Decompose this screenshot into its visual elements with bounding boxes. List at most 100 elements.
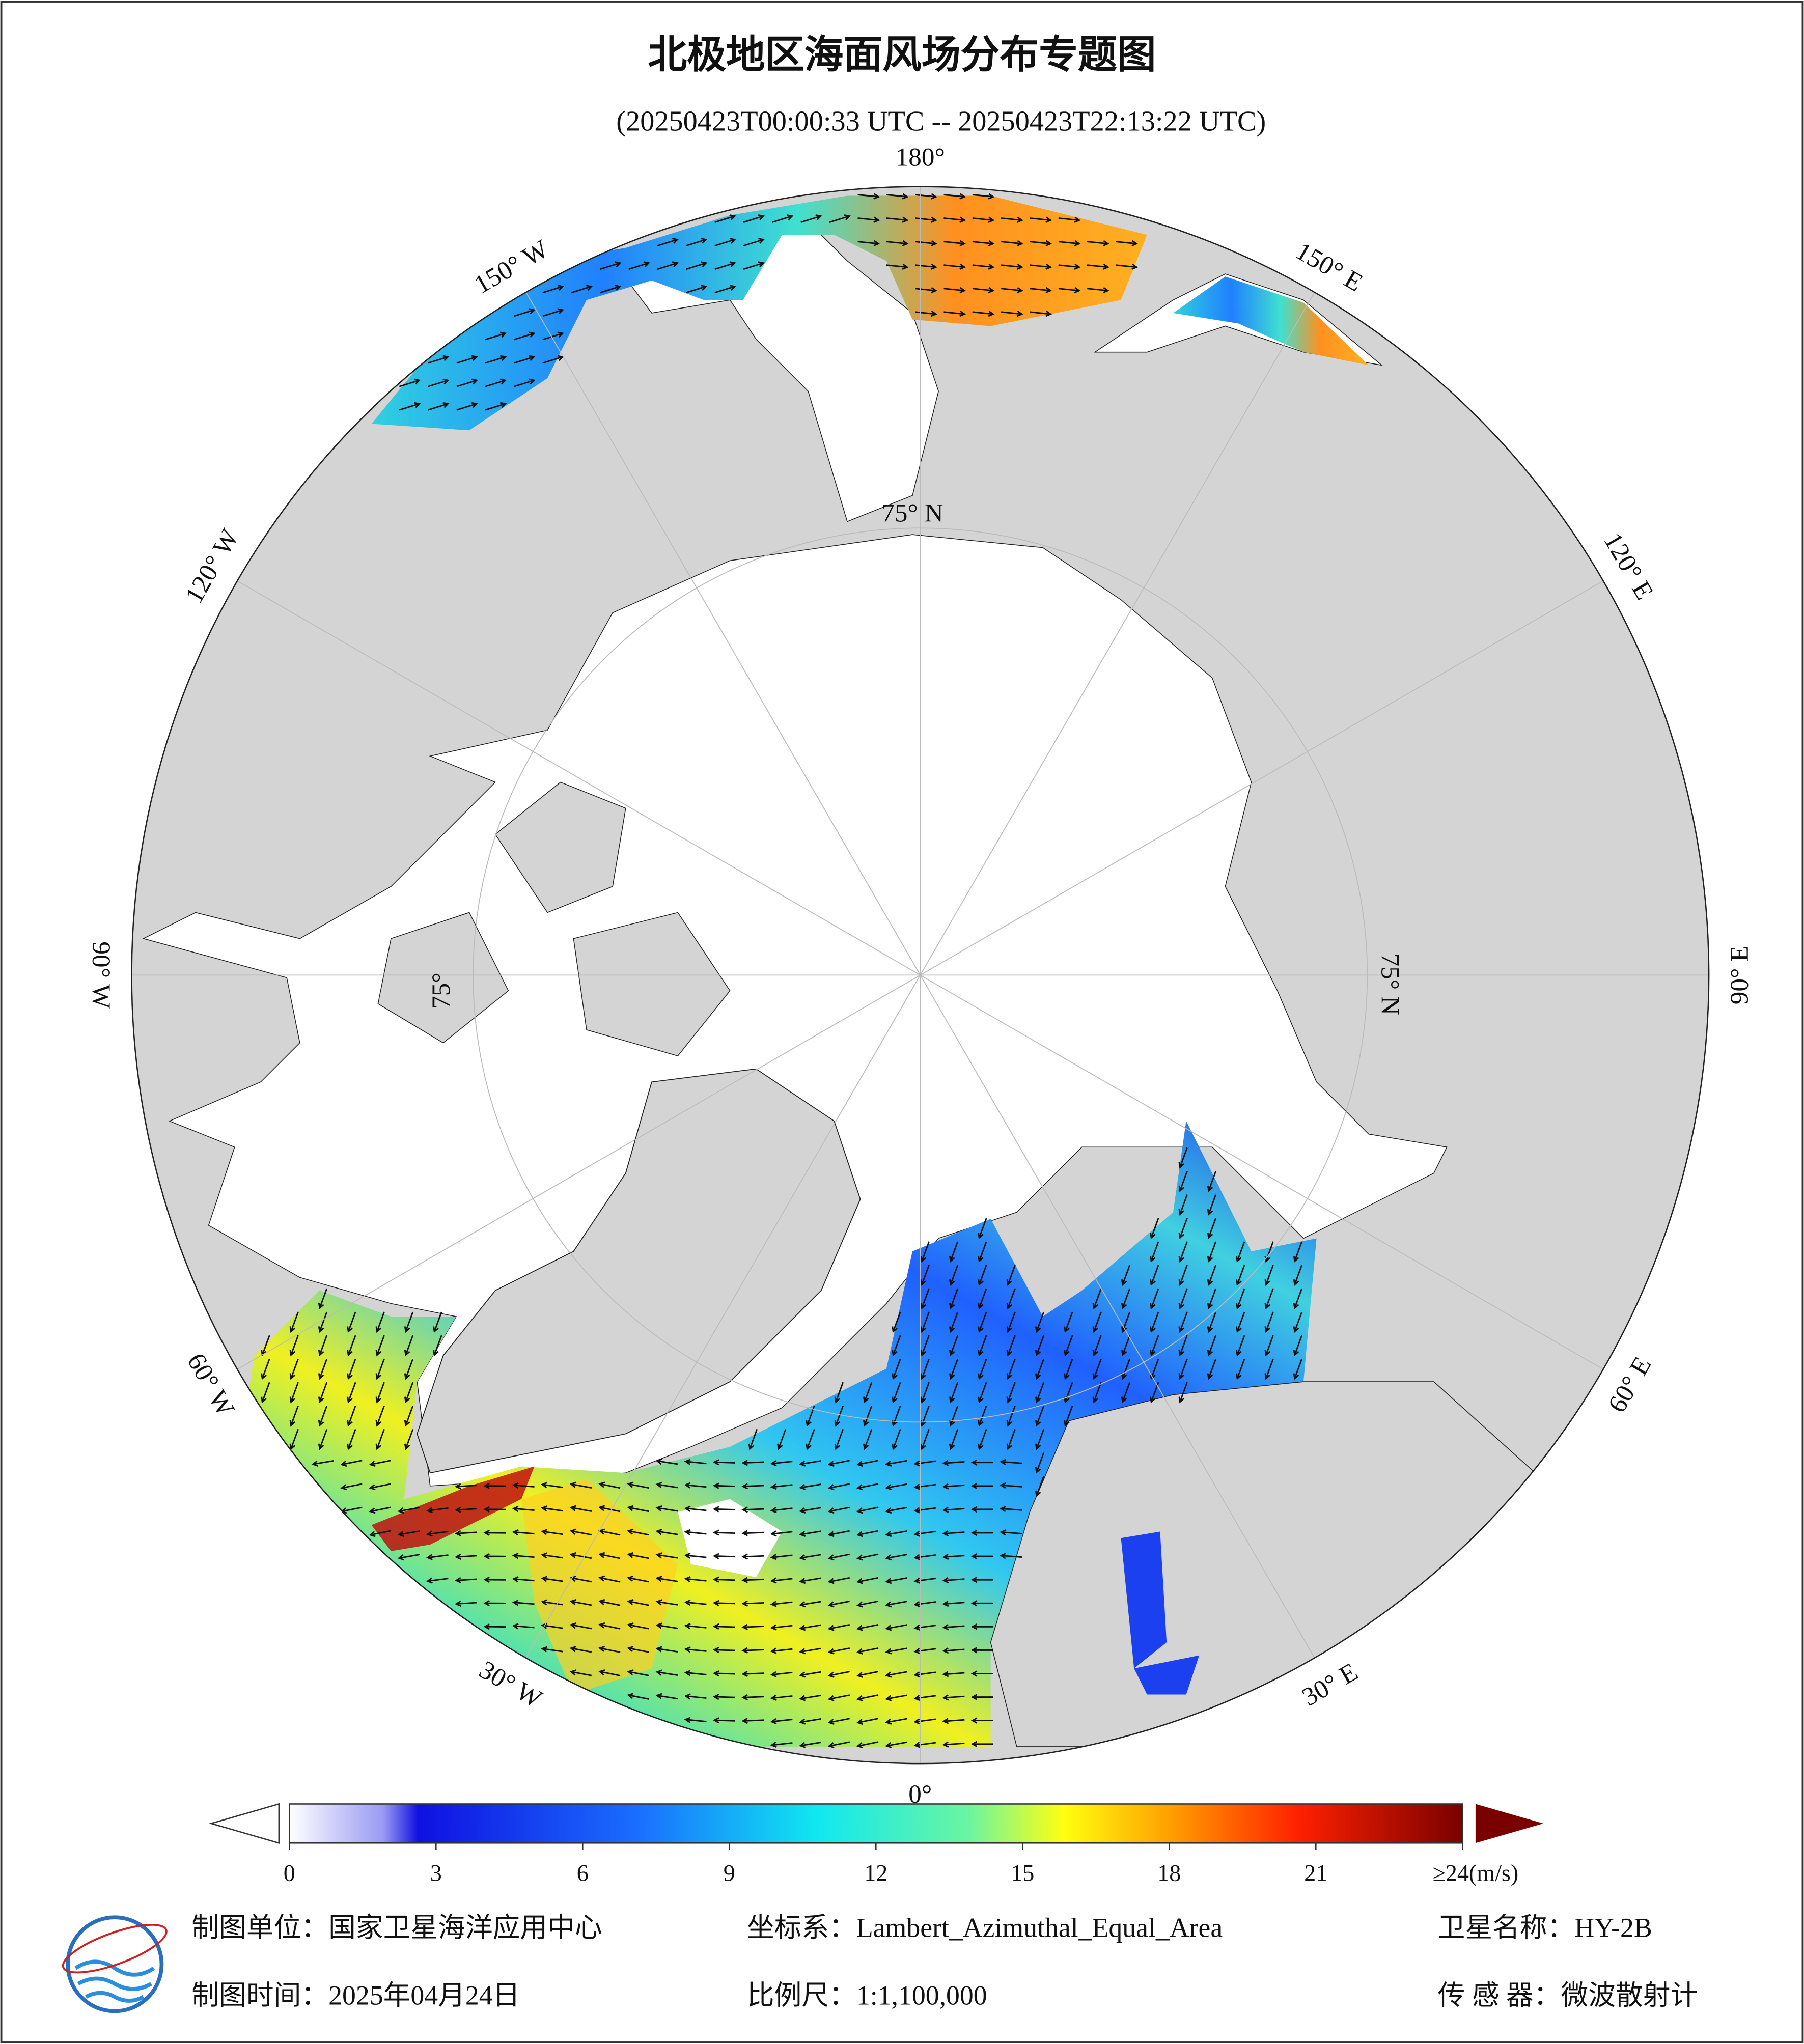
wind-arrow <box>514 331 536 341</box>
wind-arrow <box>655 1669 678 1676</box>
map-border <box>131 186 1710 1765</box>
wind-arrow <box>483 1623 506 1630</box>
wind-arrow <box>1207 1265 1217 1286</box>
wind-arrow <box>885 1530 907 1537</box>
wind-arrow <box>347 1311 356 1333</box>
wind-arrow <box>1058 263 1081 270</box>
wind-arrow <box>1058 216 1081 223</box>
wind-arrow <box>886 240 909 246</box>
wind-arrow <box>770 1577 793 1584</box>
wind-arrow <box>512 1576 535 1583</box>
wind-arrow <box>1178 1218 1188 1239</box>
wind-arrow <box>942 1577 965 1584</box>
wind-arrow <box>347 1358 356 1380</box>
wind-arrow <box>1178 1288 1188 1310</box>
wind-arrow <box>1092 1288 1102 1310</box>
wind-arrow <box>655 1481 678 1489</box>
wind-arrow <box>684 1482 707 1489</box>
wind-arrow <box>627 1505 649 1513</box>
wind-arrow <box>741 1623 764 1630</box>
wind-arrow <box>1150 1288 1159 1310</box>
wind-arrow <box>1035 1382 1045 1404</box>
wind-arrow <box>627 1693 649 1700</box>
wind-arrow <box>712 1600 735 1607</box>
wind-arrow <box>397 1554 420 1561</box>
wind-arrow <box>827 1624 850 1631</box>
wind-arrow <box>1001 216 1023 223</box>
wind-arrow <box>397 1530 420 1537</box>
wind-arrow <box>913 1624 936 1631</box>
wind-arrow <box>598 1645 621 1653</box>
wind-arrow <box>483 1576 506 1583</box>
wind-arrow <box>799 1671 821 1678</box>
wind-arrow <box>375 1382 385 1404</box>
wind-arrow <box>978 1241 987 1263</box>
wind-arrow <box>686 238 708 247</box>
wind-arrow <box>799 1530 821 1537</box>
wind-arrow <box>684 1670 707 1676</box>
wind-arrow <box>970 1717 993 1724</box>
satellite: 卫星名称：HY-2B <box>1438 1913 1652 1943</box>
wind-arrow <box>892 1405 901 1427</box>
wind-arrow <box>1264 1241 1274 1263</box>
wind-arrow <box>712 1506 735 1513</box>
wind-arrow <box>892 1429 901 1450</box>
wind-arrow <box>856 1671 879 1678</box>
wind-arrow <box>863 1405 873 1427</box>
wind-arrow <box>627 1552 649 1559</box>
wind-arrow <box>741 1577 764 1583</box>
wind-arrow <box>712 1576 735 1583</box>
wind-arrow <box>1207 1218 1217 1239</box>
wind-arrow <box>942 1741 965 1748</box>
wind-arrow <box>978 1265 987 1286</box>
wind-arrow <box>1264 1335 1274 1357</box>
wind-arrow <box>886 193 909 200</box>
wind-arrow <box>483 1482 506 1489</box>
wind-arrow <box>1207 1358 1217 1380</box>
wind-arrow <box>1178 1358 1188 1380</box>
wind-arrow <box>748 1429 758 1450</box>
wind-arrow <box>1035 1405 1045 1427</box>
wind-arrow <box>1236 1311 1245 1333</box>
colorbar-tick-label: 6 <box>577 1860 589 1886</box>
wind-arrow <box>827 1530 850 1537</box>
wind-arrow <box>1035 1429 1045 1450</box>
wind-arrow <box>404 1358 414 1380</box>
wind-arrow <box>972 287 995 294</box>
wind-arrow <box>834 1429 844 1450</box>
wind-arrow <box>455 1506 477 1513</box>
wind-arrow <box>655 1646 678 1653</box>
wind-arrow <box>1006 1358 1016 1380</box>
wind-arrow <box>856 1741 879 1749</box>
wind-arrow <box>949 1265 959 1286</box>
wind-arrow <box>799 1694 821 1701</box>
wind-arrow <box>920 1311 930 1333</box>
wind-arrow <box>598 1552 621 1559</box>
wind-arrow <box>920 1335 930 1357</box>
wind-arrow <box>289 1335 299 1357</box>
producer: 制图单位：国家卫星海洋应用中心 <box>191 1913 602 1943</box>
wind-arrow <box>892 1382 901 1404</box>
wind-arrow <box>942 1647 965 1654</box>
wind-arrow <box>455 1553 477 1560</box>
wind-arrow <box>942 1600 965 1607</box>
wind-arrow <box>970 1670 993 1677</box>
wind-arrow <box>455 1577 477 1584</box>
wind-arrow <box>428 378 450 387</box>
wind-arrow <box>347 1382 356 1404</box>
wind-arrow <box>1006 1335 1016 1357</box>
wind-arrow <box>885 1577 907 1584</box>
wind-arrow <box>942 1624 965 1631</box>
wind-arrow <box>942 1553 965 1560</box>
wind-arrow <box>949 1405 959 1427</box>
wind-arrow <box>714 238 736 247</box>
wind-arrow <box>857 193 880 200</box>
wind-arrow <box>970 1623 993 1630</box>
wind-arrow <box>949 1241 959 1263</box>
wind-arrow <box>741 1530 764 1536</box>
wind-arrow <box>913 1460 936 1467</box>
colorbar-tick-label: 9 <box>724 1860 735 1886</box>
wind-arrow <box>712 1482 735 1489</box>
wind-arrow <box>289 1382 299 1404</box>
wind-arrow <box>770 1718 793 1725</box>
